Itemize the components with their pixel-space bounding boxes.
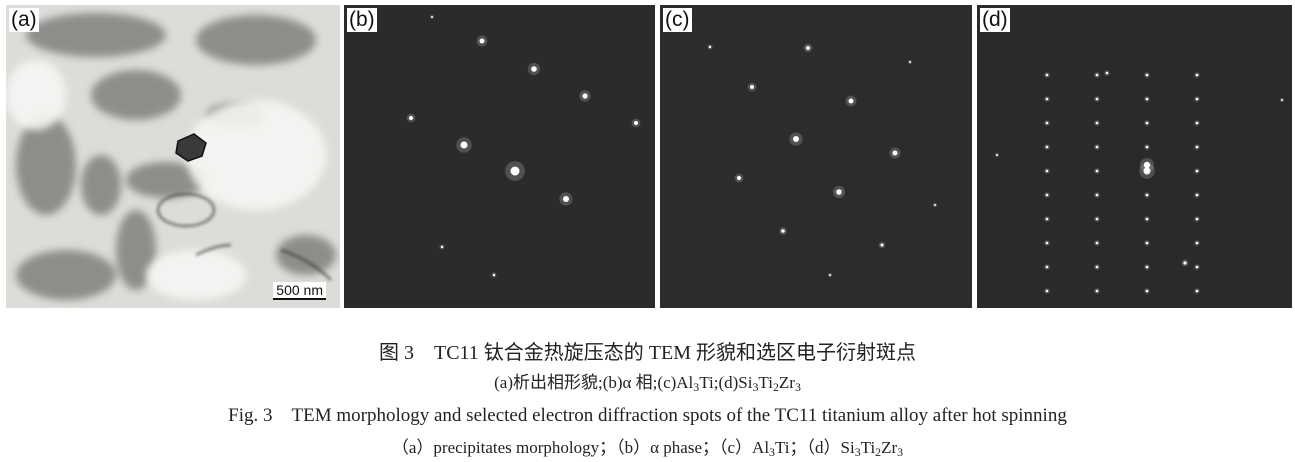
diffraction-spot	[1195, 265, 1199, 269]
diffraction-spot	[1143, 161, 1151, 169]
diffraction-spot	[806, 46, 810, 50]
diffraction-spot	[1095, 97, 1099, 101]
panel-label-a: (a)	[9, 8, 39, 32]
diffraction-spot	[1095, 169, 1099, 173]
diffraction-spot	[836, 189, 842, 195]
diffraction-spot	[1045, 169, 1049, 173]
diffraction-spot	[1045, 73, 1049, 77]
diffraction-spot	[1195, 121, 1199, 125]
diffraction-spot	[1195, 193, 1199, 197]
diffraction-spot	[1145, 241, 1149, 245]
diffraction-spot	[440, 245, 444, 249]
diffraction-spot	[996, 154, 998, 156]
diffraction-spot	[1095, 217, 1099, 221]
caption-cn-b: (b)α 相;	[602, 373, 658, 392]
diffraction-spot	[934, 204, 936, 206]
diffraction-spot	[1195, 289, 1199, 293]
diffraction-spot	[793, 136, 799, 142]
diffraction-spot	[1045, 289, 1049, 293]
diffraction-spot	[531, 66, 537, 72]
diffraction-spot	[1045, 265, 1049, 269]
diffraction-spot	[1095, 73, 1099, 77]
diffraction-spot	[708, 45, 712, 49]
diffraction-spot	[582, 93, 588, 99]
diffraction-spot	[880, 243, 884, 247]
diffraction-spot	[460, 141, 468, 149]
panel-label-b: (b)	[347, 8, 377, 32]
panel-label-d: (d)	[980, 8, 1010, 32]
diffraction-spot	[409, 116, 413, 120]
diffraction-spot	[1145, 265, 1149, 269]
diffraction-spot	[1195, 169, 1199, 173]
diffraction-panel-b: (b)	[344, 5, 655, 308]
diffraction-spot	[1195, 145, 1199, 149]
caption-en-d: （d）Si3Ti2Zr3	[806, 438, 904, 459]
caption-cn-d: (d)Si3Ti2Zr3	[718, 373, 801, 394]
caption-sub-en: （a）precipitates morphology；（b）α phase；（c…	[0, 433, 1295, 460]
caption-cn-c: (c)Al3Ti;	[657, 373, 719, 394]
diffraction-spot	[1095, 265, 1099, 269]
hexagonal-precipitate	[175, 133, 207, 162]
caption-cn-a: (a)析出相形貌;	[494, 373, 603, 392]
diffraction-spot	[510, 166, 520, 176]
diffraction-spot	[1145, 217, 1149, 221]
caption-sub-cn: (a)析出相形貌;(b)α 相;(c)Al3Ti;(d)Si3Ti2Zr3	[0, 368, 1295, 395]
diffraction-spot	[909, 61, 911, 63]
diffraction-spot	[848, 98, 854, 104]
scale-bar: 500 nm	[273, 282, 326, 300]
diffraction-spot	[1195, 73, 1199, 77]
diffraction-spot	[1145, 97, 1149, 101]
diffraction-spot	[1183, 261, 1187, 265]
diffraction-panel-d: (d)	[977, 5, 1292, 308]
diffraction-spot	[1045, 193, 1049, 197]
caption-en-b: （b）α phase；	[616, 438, 719, 457]
diffraction-spot	[1095, 193, 1099, 197]
diffraction-spot	[1045, 145, 1049, 149]
caption-en-c: （c）Al3Ti；	[719, 438, 807, 459]
diffraction-spot	[1145, 145, 1149, 149]
tem-micrograph-panel: (a) 500 nm	[6, 5, 340, 308]
diffraction-spot	[1281, 99, 1283, 101]
diffraction-spot	[479, 38, 485, 44]
panel-label-c: (c)	[663, 8, 692, 32]
caption-en-a: （a）precipitates morphology；	[391, 438, 617, 457]
diffraction-spot	[1045, 241, 1049, 245]
diffraction-spot	[1145, 289, 1149, 293]
diffraction-pattern-d	[994, 70, 1285, 294]
diffraction-spot	[1145, 121, 1149, 125]
diffraction-spot	[1145, 73, 1149, 77]
diffraction-pattern-b	[406, 14, 641, 278]
diffraction-spot	[737, 176, 741, 180]
diffraction-spot	[1095, 289, 1099, 293]
caption-title-en: Fig. 3 TEM morphology and selected elect…	[228, 405, 1067, 426]
diffraction-spot	[1045, 121, 1049, 125]
diffraction-panel-c: (c)	[660, 5, 972, 308]
diffraction-spot	[563, 196, 569, 202]
diffraction-spot	[492, 273, 496, 277]
diffraction-spot	[1195, 217, 1199, 221]
diffraction-spot	[750, 85, 754, 89]
diffraction-spot	[1145, 193, 1149, 197]
diffraction-spot	[1045, 97, 1049, 101]
diffraction-spot	[1095, 145, 1099, 149]
diffraction-pattern-c	[707, 43, 938, 278]
diffraction-spot	[1195, 97, 1199, 101]
diffraction-spot	[431, 16, 433, 18]
tem-micrograph-image	[6, 5, 340, 308]
diffraction-spot	[1045, 217, 1049, 221]
diffraction-spot	[1143, 167, 1151, 175]
diffraction-spot	[781, 229, 785, 233]
diffraction-spot	[1095, 241, 1099, 245]
diffraction-spot	[1095, 121, 1099, 125]
diffraction-spot	[634, 121, 638, 125]
caption-title-cn: 图 3 TC11 钛合金热旋压态的 TEM 形貌和选区电子衍射斑点	[378, 342, 917, 364]
diffraction-spot	[1195, 241, 1199, 245]
diffraction-spot	[892, 150, 898, 156]
diffraction-spot	[829, 274, 831, 276]
diffraction-spot	[1105, 71, 1109, 75]
